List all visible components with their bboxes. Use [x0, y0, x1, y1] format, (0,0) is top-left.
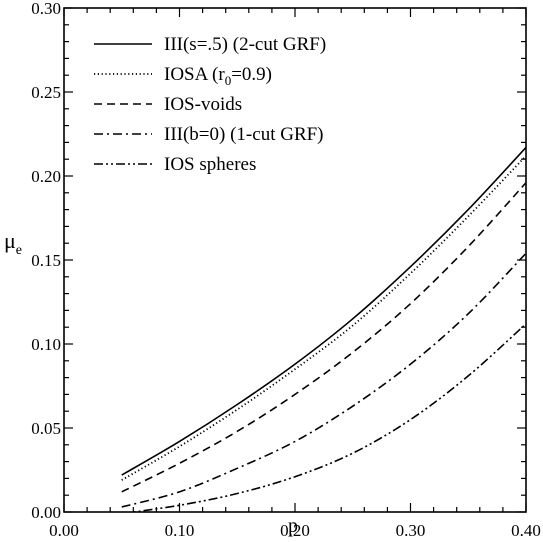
- y-axis-label-main: μ: [4, 228, 16, 253]
- x-tick-label: 0.10: [165, 521, 195, 540]
- y-tick-labels: 0.00 0.05 0.10 0.15 0.20 0.25 0.30: [31, 0, 61, 522]
- legend-label-5: IOS spheres: [164, 154, 256, 175]
- legend-label-1: III(s=.5) (2-cut GRF): [164, 34, 326, 55]
- x-tick-labels: 0.00 0.10 0.20 0.30 0.40: [49, 521, 541, 540]
- y-tick-label: 0.00: [31, 503, 61, 522]
- x-tick-label: 0.30: [396, 521, 426, 540]
- plot-frame: [63, 7, 527, 513]
- y-tick-label: 0.05: [31, 419, 61, 438]
- x-axis-label: p: [288, 515, 298, 537]
- y-axis-label: μe: [4, 228, 22, 258]
- y-tick-label: 0.30: [31, 0, 61, 18]
- y-axis-label-subscript: e: [16, 243, 22, 258]
- y-tick-label: 0.15: [31, 251, 61, 270]
- y-tick-label: 0.10: [31, 335, 61, 354]
- x-tick-label: 0.00: [49, 521, 79, 540]
- series-line-2: [121, 155, 526, 481]
- series-line-5: [128, 323, 526, 512]
- legend-label-3: IOS-voids: [164, 94, 242, 115]
- series-line-3: [121, 182, 526, 493]
- series-lines: [121, 146, 526, 512]
- y-tick-label: 0.25: [31, 83, 61, 102]
- series-line-4: [121, 252, 526, 508]
- legend: III(s=.5) (2-cut GRF) IOSA (r0=0.9) IOS-vo…: [94, 34, 326, 175]
- axis-ticks: [63, 7, 527, 513]
- legend-label-4: III(b=0) (1-cut GRF): [164, 124, 324, 145]
- y-tick-label: 0.20: [31, 167, 61, 186]
- x-tick-label: 0.20: [280, 521, 310, 540]
- x-tick-label: 0.40: [511, 521, 541, 540]
- series-line-1: [121, 146, 526, 476]
- legend-label-2: IOSA (r0=0.9): [164, 64, 272, 88]
